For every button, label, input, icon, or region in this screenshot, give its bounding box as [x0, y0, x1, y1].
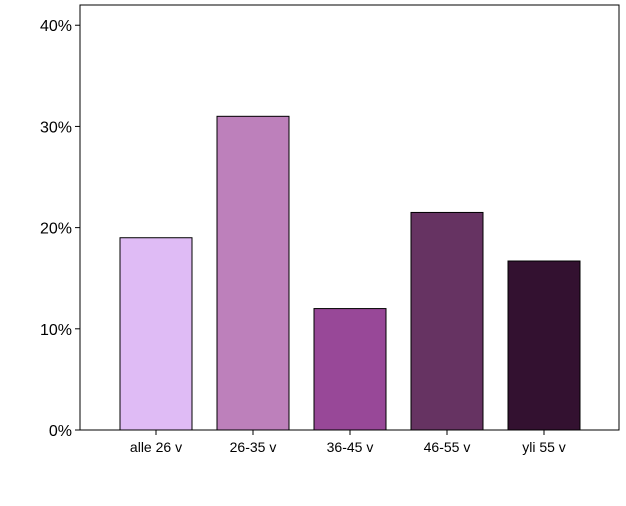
x-axis: alle 26 v 26-35 v 36-45 v 46-55 v yli 55 v — [130, 430, 566, 455]
x-tick-label: 26-35 v — [230, 439, 277, 455]
x-tick-label: yli 55 v — [522, 439, 566, 455]
bar — [313, 308, 387, 431]
x-tick-label: alle 26 v — [130, 439, 182, 455]
y-tick-label: 40% — [40, 18, 72, 35]
bars — [119, 115, 581, 431]
x-tick-label: 36-45 v — [327, 439, 374, 455]
bar — [119, 237, 193, 431]
bar — [410, 211, 484, 431]
y-tick-label: 20% — [40, 221, 72, 238]
bar — [216, 115, 290, 431]
x-tick-label: 46-55 v — [424, 439, 471, 455]
y-tick-label: 0% — [49, 423, 72, 440]
bar — [507, 260, 581, 431]
y-axis: 0% 10% 20% 30% 40% — [40, 18, 80, 440]
y-tick-label: 10% — [40, 322, 72, 339]
y-tick-label: 30% — [40, 119, 72, 136]
